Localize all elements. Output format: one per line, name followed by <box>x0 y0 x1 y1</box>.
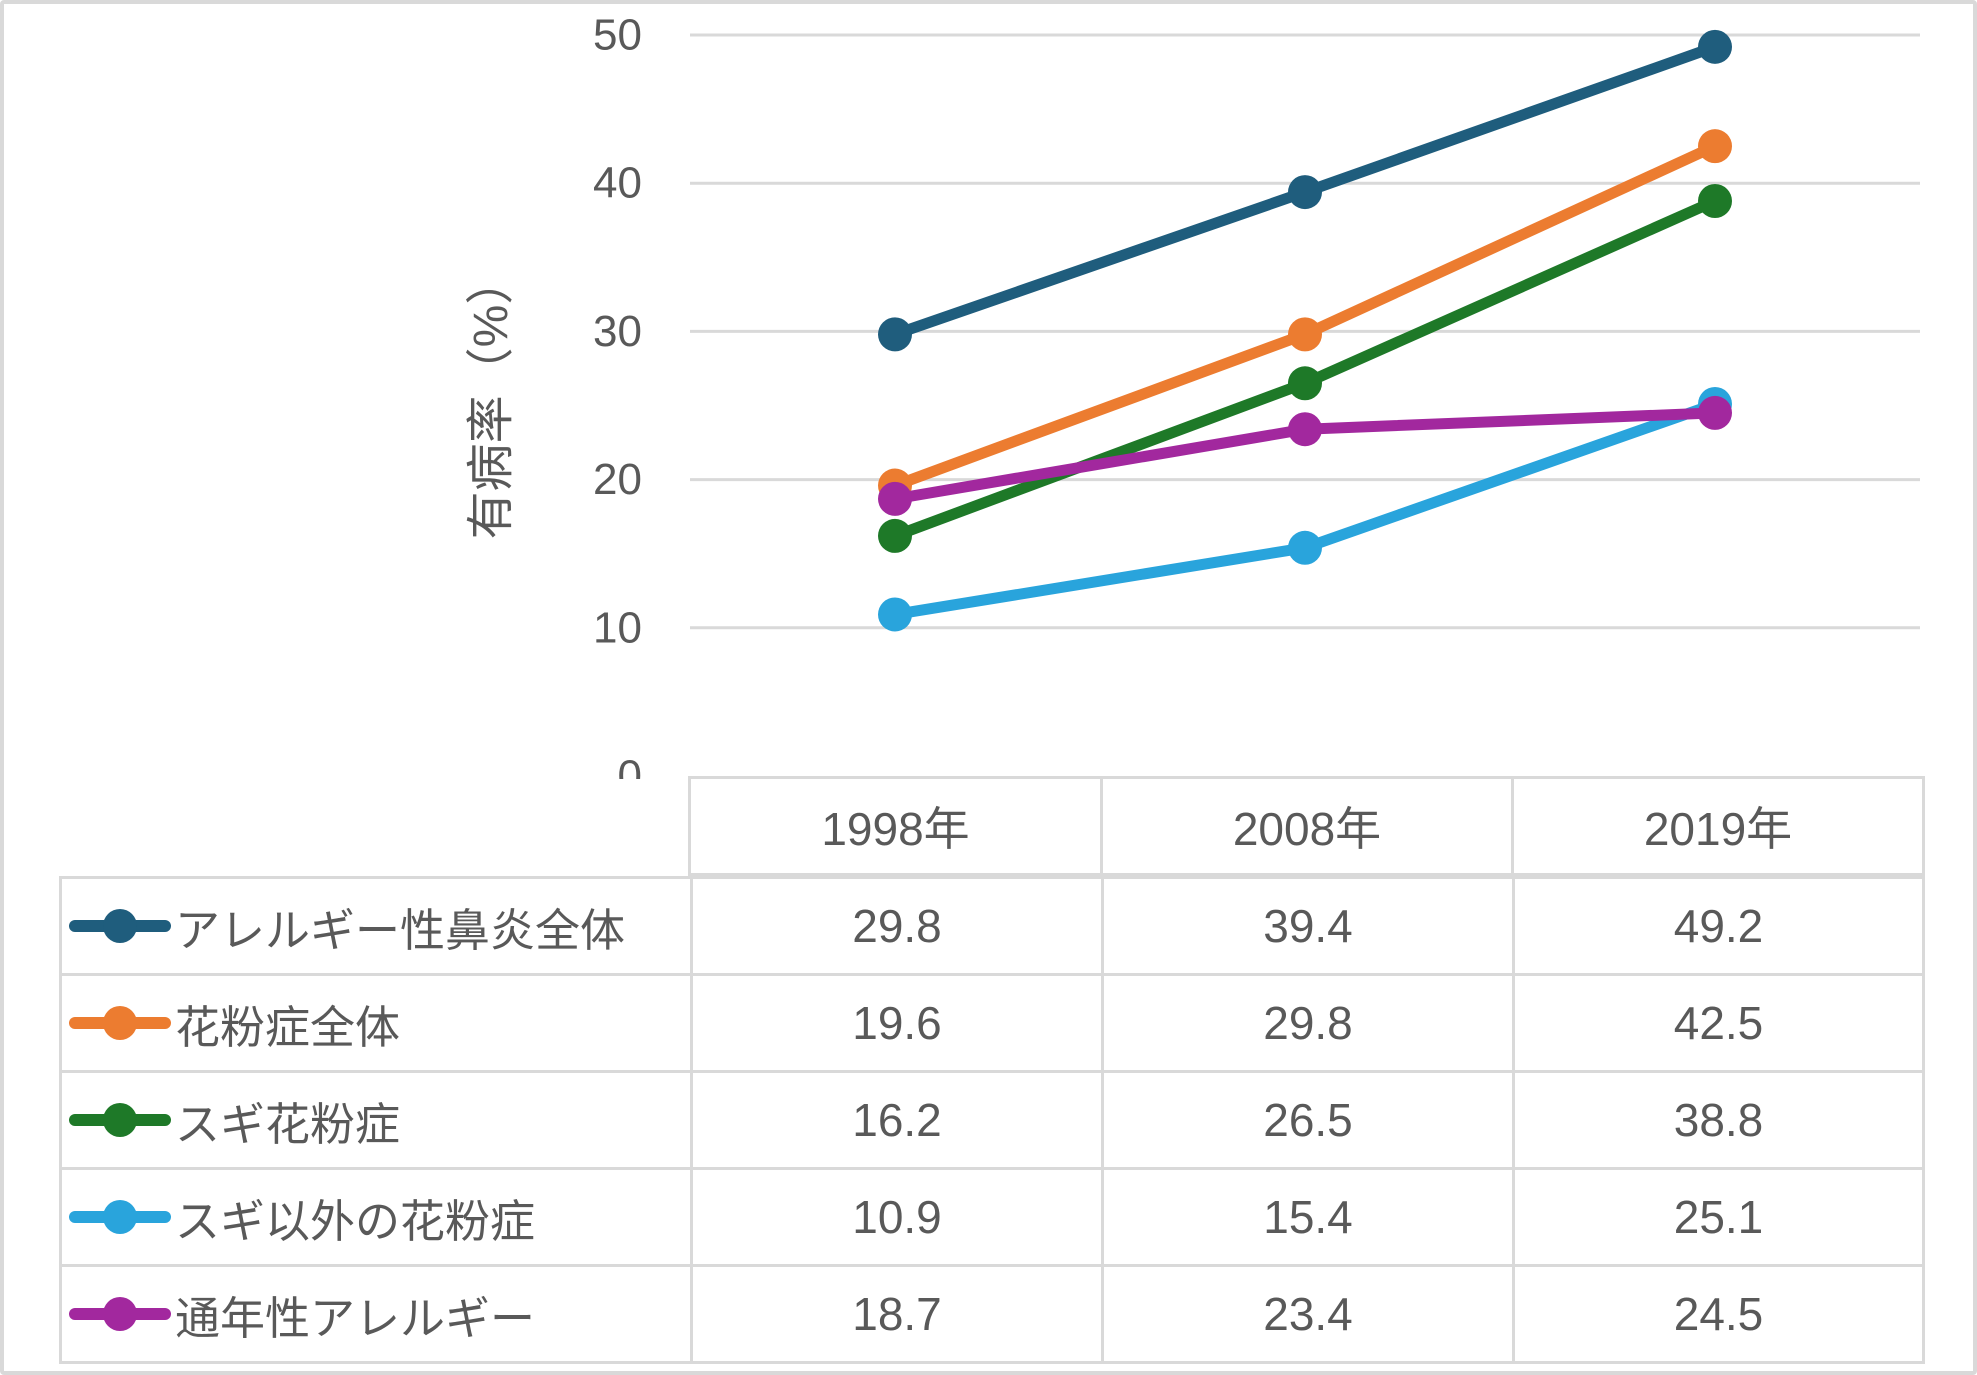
value-cell: 15.4 <box>1101 1167 1515 1267</box>
year-header-cell: 2008年 <box>1100 776 1514 876</box>
data-point-1-1 <box>1288 317 1322 352</box>
y-tick-label-10: 10 <box>593 603 642 652</box>
data-point-4-1 <box>1288 412 1322 447</box>
year-header-row: 1998年 2008年 2019年 <box>688 776 1925 876</box>
data-table: アレルギー性鼻炎全体 29.8 39.4 49.2 花粉症全体 19.6 29.… <box>59 876 1925 1364</box>
y-tick-label-50: 50 <box>593 11 642 60</box>
data-point-3-1 <box>1288 530 1322 565</box>
value-cell: 10.9 <box>690 1167 1104 1267</box>
y-tick-label-20: 20 <box>593 455 642 504</box>
year-header-cell: 2019年 <box>1511 776 1925 876</box>
table-row: スギ花粉症 16.2 26.5 38.8 <box>59 1070 1925 1170</box>
value-cell: 39.4 <box>1101 876 1515 976</box>
data-point-2-0 <box>878 518 912 553</box>
legend-marker-icon <box>69 1001 171 1045</box>
legend-marker-icon <box>69 1292 171 1336</box>
table-row: スギ以外の花粉症 10.9 15.4 25.1 <box>59 1167 1925 1267</box>
data-point-4-0 <box>878 481 912 516</box>
legend-marker-icon <box>69 1195 171 1239</box>
value-cell: 29.8 <box>1101 973 1515 1073</box>
table-row: アレルギー性鼻炎全体 29.8 39.4 49.2 <box>59 876 1925 976</box>
year-header-cell: 1998年 <box>688 776 1103 876</box>
value-cell: 24.5 <box>1512 1264 1925 1364</box>
data-point-0-1 <box>1288 175 1322 210</box>
data-point-2-1 <box>1288 366 1322 401</box>
value-cell: 23.4 <box>1101 1264 1515 1364</box>
legend-cell: スギ花粉症 <box>59 1070 693 1170</box>
data-point-2-2 <box>1698 183 1732 218</box>
table-row: 花粉症全体 19.6 29.8 42.5 <box>59 973 1925 1073</box>
line-chart: 0 10 20 30 40 50 <box>593 11 1920 780</box>
y-axis-title: 有病率（%） <box>465 256 518 540</box>
legend-cell: 花粉症全体 <box>59 973 693 1073</box>
data-point-3-0 <box>878 597 912 632</box>
legend-cell: スギ以外の花粉症 <box>59 1167 693 1267</box>
y-tick-label-30: 30 <box>593 307 642 356</box>
series-name: 通年性アレルギー <box>175 1292 536 1344</box>
series-name: アレルギー性鼻炎全体 <box>175 904 626 956</box>
value-cell: 49.2 <box>1512 876 1925 976</box>
y-tick-label-40: 40 <box>593 159 642 208</box>
value-cell: 18.7 <box>690 1264 1104 1364</box>
data-point-1-2 <box>1698 129 1732 164</box>
data-point-0-2 <box>1698 29 1732 64</box>
series-name: スギ花粉症 <box>175 1098 401 1150</box>
y-tick-label-0: 0 <box>618 752 642 780</box>
value-cell: 26.5 <box>1101 1070 1515 1170</box>
legend-marker-icon <box>69 904 171 948</box>
series-name: スギ以外の花粉症 <box>175 1195 536 1247</box>
value-cell: 42.5 <box>1512 973 1925 1073</box>
data-point-4-2 <box>1698 395 1732 430</box>
data-point-0-0 <box>878 317 912 352</box>
value-cell: 25.1 <box>1512 1167 1925 1267</box>
value-cell: 16.2 <box>690 1070 1104 1170</box>
legend-cell: 通年性アレルギー <box>59 1264 693 1364</box>
legend-cell: アレルギー性鼻炎全体 <box>59 876 693 976</box>
value-cell: 29.8 <box>690 876 1104 976</box>
table-row: 通年性アレルギー 18.7 23.4 24.5 <box>59 1264 1925 1364</box>
year-header-table: 1998年 2008年 2019年 <box>688 776 1925 876</box>
legend-marker-icon <box>69 1098 171 1142</box>
value-cell: 19.6 <box>690 973 1104 1073</box>
series-name: 花粉症全体 <box>175 1001 401 1053</box>
value-cell: 38.8 <box>1512 1070 1925 1170</box>
